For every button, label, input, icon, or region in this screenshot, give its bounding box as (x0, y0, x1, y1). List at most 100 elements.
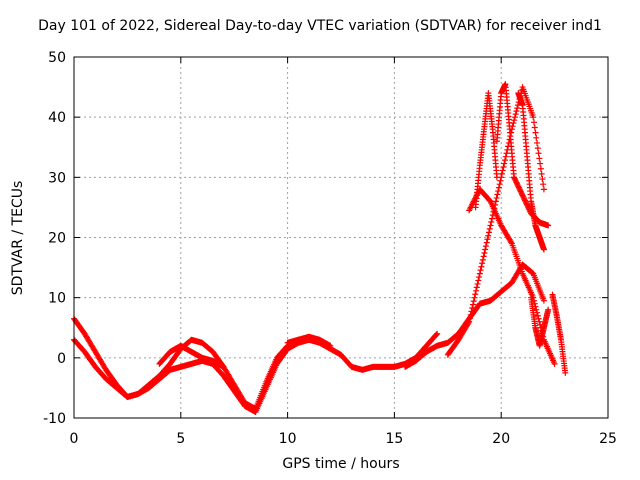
series-arc-d (284, 330, 441, 373)
data-point (530, 114, 537, 121)
series-arc-b (71, 336, 312, 415)
data-point (485, 229, 492, 236)
data-point (477, 267, 484, 274)
data-point (508, 239, 515, 246)
data-point (494, 191, 501, 198)
data-point (482, 246, 489, 253)
data-point (488, 219, 495, 226)
data-point (476, 270, 483, 277)
data-point (495, 188, 502, 195)
data-point (502, 153, 509, 160)
data-point (540, 297, 547, 304)
series-arc-m (528, 294, 552, 349)
data-point (492, 198, 499, 205)
data-point (501, 160, 508, 167)
data-point (474, 280, 481, 287)
x-tick-label: 5 (176, 431, 185, 447)
data-point (485, 232, 492, 239)
data-point (512, 111, 519, 118)
data-point (470, 298, 477, 305)
series-arc-a (71, 315, 334, 412)
data-point (433, 331, 440, 338)
data-point (534, 145, 541, 152)
data-point (487, 222, 494, 229)
x-tick-label: 15 (385, 431, 403, 447)
series-arc-f (444, 84, 547, 358)
chart-title: Day 101 of 2022, Sidereal Day-to-day VTE… (38, 18, 602, 34)
x-tick-label: 25 (599, 431, 617, 447)
data-point (545, 222, 552, 229)
data-point (534, 312, 541, 319)
data-point (466, 315, 473, 322)
data-point (495, 184, 502, 191)
data-point (486, 225, 493, 232)
y-tick-label: 0 (57, 351, 66, 367)
data-point (475, 277, 482, 284)
data-point (489, 215, 496, 222)
y-tick-label: 20 (48, 231, 66, 247)
data-point (467, 311, 474, 318)
data-point (503, 150, 510, 157)
y-tick-label: 50 (48, 50, 66, 66)
data-point (540, 181, 547, 188)
data-point (473, 284, 480, 291)
data-point (476, 274, 483, 281)
x-tick-label: 20 (492, 431, 510, 447)
series-arc-e (402, 261, 547, 370)
data-point (539, 176, 546, 183)
data-point (496, 181, 503, 188)
data-point (479, 260, 486, 267)
data-point (513, 108, 520, 115)
series-arc-l (549, 291, 569, 376)
data-point (502, 157, 509, 164)
data-point (493, 194, 500, 201)
y-tick-label: 30 (48, 170, 66, 186)
data-point (532, 129, 539, 136)
series-arc-i (493, 81, 518, 181)
data-point (531, 124, 538, 131)
data-point (472, 291, 479, 298)
data-point (466, 318, 473, 325)
data-point (511, 114, 518, 121)
data-point (534, 139, 541, 146)
series-arc-c (156, 342, 227, 370)
data-point (514, 105, 521, 112)
data-point (468, 308, 475, 315)
data-point (537, 160, 544, 167)
x-tick-label: 10 (279, 431, 297, 447)
data-point (500, 164, 507, 171)
data-point (478, 263, 485, 270)
data-point (473, 287, 480, 294)
data-point (479, 256, 486, 263)
series-arc-k (511, 174, 552, 229)
data-point (481, 249, 488, 256)
data-point (562, 369, 569, 376)
data-point (511, 117, 518, 124)
series-arc-g (466, 186, 558, 367)
data-point (482, 243, 489, 250)
y-tick-label: 10 (48, 291, 66, 307)
data-point (533, 306, 540, 313)
series-arc-h (472, 90, 500, 211)
data-point (540, 246, 547, 253)
data-point (533, 134, 540, 141)
data-point (499, 167, 506, 174)
data-point (540, 186, 547, 193)
data-point (531, 119, 538, 126)
data-point (493, 174, 500, 181)
data-point (536, 155, 543, 162)
data-point (471, 294, 478, 301)
data-point (538, 170, 545, 177)
y-tick-label: 40 (48, 110, 66, 126)
data-point (545, 306, 552, 313)
data-point (469, 304, 476, 311)
y-tick-label: -10 (43, 411, 66, 427)
data-point (535, 150, 542, 157)
data-point (483, 239, 490, 246)
data-point (537, 165, 544, 172)
x-tick-label: 0 (70, 431, 79, 447)
x-axis-label: GPS time / hours (282, 456, 400, 472)
data-point (469, 301, 476, 308)
